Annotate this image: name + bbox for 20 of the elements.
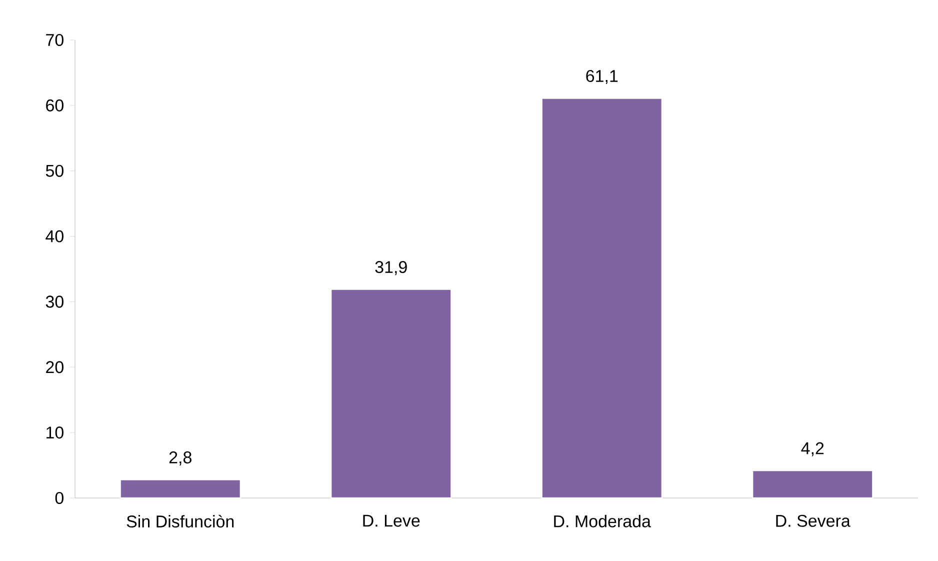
data-label: 2,8 (169, 451, 192, 466)
y-tick-label: 50 (46, 164, 64, 177)
x-tick-label: D. Leve (363, 514, 420, 527)
y-tick-label: 20 (46, 361, 64, 374)
bar (541, 98, 663, 499)
x-tick-label: Sin Disfunciòn (126, 514, 234, 528)
bar (752, 470, 874, 499)
y-tick-label: 60 (46, 99, 64, 112)
data-label: 4,2 (801, 442, 824, 456)
bar (120, 479, 242, 499)
data-label: 61,1 (586, 70, 618, 84)
bar (330, 288, 452, 499)
x-tick-label: D. Severa (776, 514, 850, 527)
y-tick-label: 70 (46, 34, 64, 46)
y-tick-label: 30 (46, 296, 64, 308)
y-tick-label: 40 (46, 230, 64, 242)
x-tick-label: D. Moderada (554, 514, 651, 528)
y-tick-label: 10 (46, 426, 64, 439)
data-label: 31,9 (375, 261, 407, 276)
y-tick-label: 0 (55, 492, 64, 504)
